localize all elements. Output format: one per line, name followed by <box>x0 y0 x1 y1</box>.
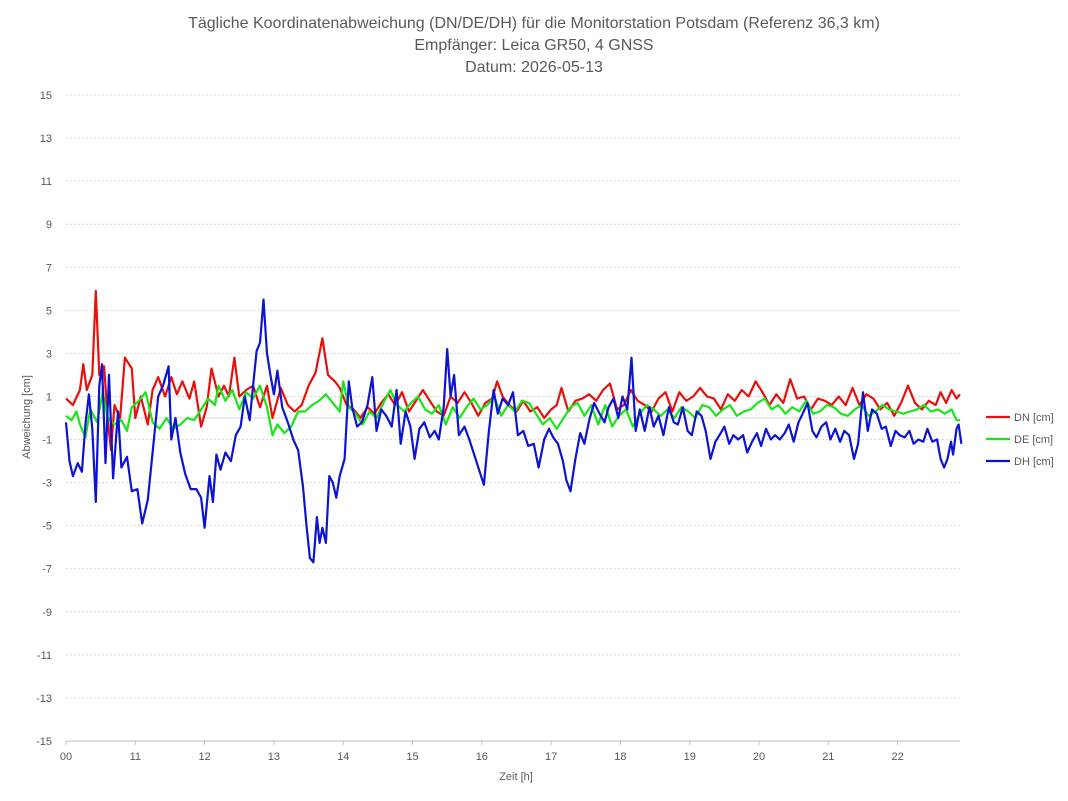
x-tick-label: 18 <box>614 751 626 763</box>
y-axis-ticks: 15 13 11 9 7 5 3 1 -1 -3 -5 -7 -9 -11 -13 -15 <box>36 90 52 748</box>
y-tick-label: 11 <box>41 176 52 188</box>
gridlines <box>66 94 960 742</box>
x-tick-label: 20 <box>753 751 765 763</box>
y-tick-label: 3 <box>46 348 52 360</box>
x-tick-label: 17 <box>545 751 557 763</box>
y-tick-label: -5 <box>42 521 52 533</box>
y-tick-label: -3 <box>42 478 52 490</box>
y-tick-label: 1 <box>46 391 52 403</box>
y-tick-label: 5 <box>46 305 52 317</box>
chart-title-line-1: Tägliche Koordinatenabweichung (DN/DE/DH… <box>188 15 880 32</box>
x-tick-label: 19 <box>684 751 696 763</box>
y-tick-label: 9 <box>46 219 52 231</box>
y-tick-label: -11 <box>37 650 52 662</box>
series-line-dh <box>64 298 963 564</box>
legend-label: DH [cm] <box>1014 456 1054 468</box>
chart-title: Tägliche Koordinatenabweichung (DN/DE/DH… <box>188 15 880 76</box>
x-tick-label: 22 <box>892 751 904 763</box>
x-tick-label: 12 <box>198 751 210 763</box>
y-axis-title: Abweichung [cm] <box>21 375 33 459</box>
x-tick-label: 14 <box>337 751 349 763</box>
chart-title-line-2: Empfänger: Leica GR50, 4 GNSS <box>414 37 653 54</box>
y-tick-label: -7 <box>42 564 52 576</box>
y-tick-label: -1 <box>42 435 52 447</box>
legend-label: DN [cm] <box>1014 412 1054 424</box>
x-tick-label: 13 <box>268 751 280 763</box>
legend: DN [cm] DE [cm] DH [cm] <box>986 412 1054 468</box>
x-axis-ticks: 00 11 12 13 14 15 16 17 18 19 20 21 22 <box>60 741 904 763</box>
x-tick-label: 21 <box>822 751 834 763</box>
series-line-dn <box>65 289 961 452</box>
y-tick-label: 7 <box>46 262 52 274</box>
y-tick-label: 13 <box>40 133 52 145</box>
x-tick-label: 15 <box>406 751 418 763</box>
legend-label: DE [cm] <box>1014 434 1053 446</box>
x-tick-label: 16 <box>476 751 488 763</box>
y-tick-label: -13 <box>36 693 52 705</box>
x-tick-label: 11 <box>130 751 141 763</box>
chart-title-line-3: Datum: 2026-05-13 <box>465 59 603 76</box>
y-tick-label: -9 <box>42 607 52 619</box>
x-tick-label: 00 <box>60 751 72 763</box>
series-line-de <box>65 380 960 439</box>
y-tick-label: 15 <box>40 90 52 102</box>
y-tick-label: -15 <box>36 736 52 748</box>
series-lines <box>64 289 963 564</box>
x-axis-title: Zeit [h] <box>499 771 533 783</box>
